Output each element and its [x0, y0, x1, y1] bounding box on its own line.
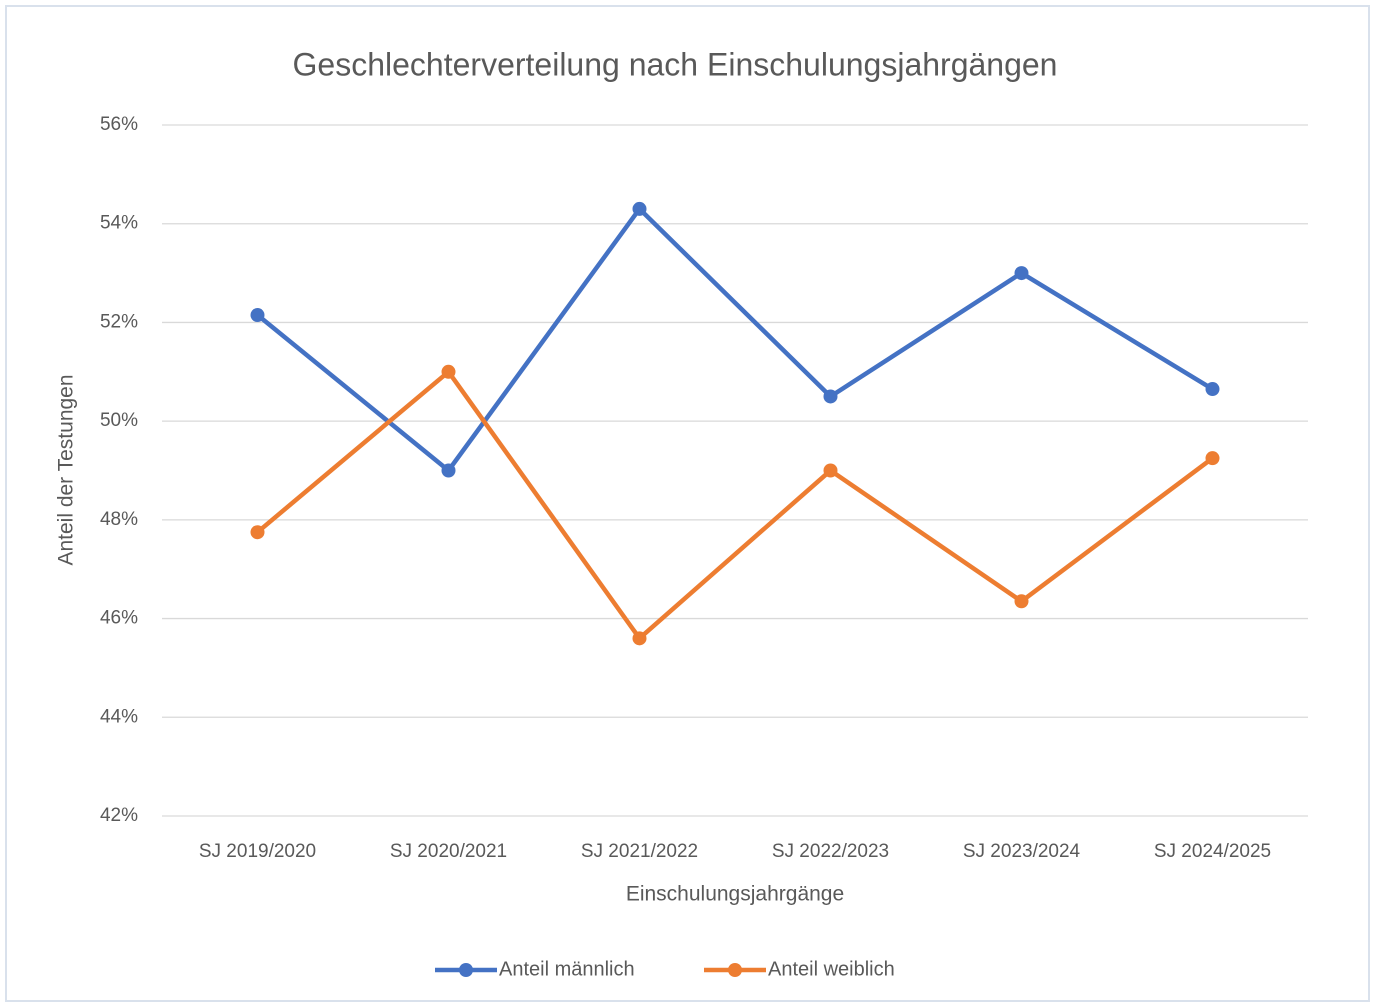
y-tick-label: 54%: [100, 213, 138, 234]
data-point: [1014, 266, 1029, 281]
data-point: [823, 463, 838, 478]
legend-marker: [728, 963, 742, 977]
x-tick-label: SJ 2022/2023: [772, 841, 889, 862]
x-tick-label: SJ 2024/2025: [1154, 841, 1271, 862]
data-point: [1205, 382, 1220, 397]
y-tick-label: 52%: [100, 311, 138, 332]
y-tick-label: 50%: [100, 410, 138, 431]
y-tick-label: 48%: [100, 509, 138, 530]
data-point: [441, 463, 456, 478]
x-tick-label: SJ 2019/2020: [199, 841, 316, 862]
data-point: [250, 308, 265, 323]
data-point: [250, 525, 265, 540]
series-line: [256, 206, 1214, 473]
legend-label: Anteil weiblich: [768, 958, 895, 980]
chart-title: Geschlechterverteilung nach Einschulungs…: [293, 46, 1058, 82]
y-tick-label: 44%: [100, 706, 138, 727]
x-tick-label: SJ 2023/2024: [963, 841, 1081, 862]
data-point: [823, 389, 838, 404]
legend-marker: [459, 963, 473, 977]
y-axis-label: Anteil der Testungen: [55, 374, 78, 565]
x-tick-label: SJ 2020/2021: [390, 841, 507, 862]
x-tick-label: SJ 2021/2022: [581, 841, 698, 862]
legend-label: Anteil männlich: [499, 958, 635, 980]
data-point: [1014, 594, 1029, 609]
x-axis-label: Einschulungsjahrgänge: [626, 883, 844, 906]
chart-border: [5, 5, 1370, 1002]
series-line: [256, 369, 1214, 641]
data-point: [632, 201, 647, 216]
y-tick-label: 56%: [100, 114, 138, 135]
data-point: [441, 364, 456, 379]
data-point: [1205, 451, 1220, 466]
y-tick-label: 42%: [100, 805, 138, 826]
data-point: [632, 631, 647, 646]
y-tick-label: 46%: [100, 608, 138, 629]
